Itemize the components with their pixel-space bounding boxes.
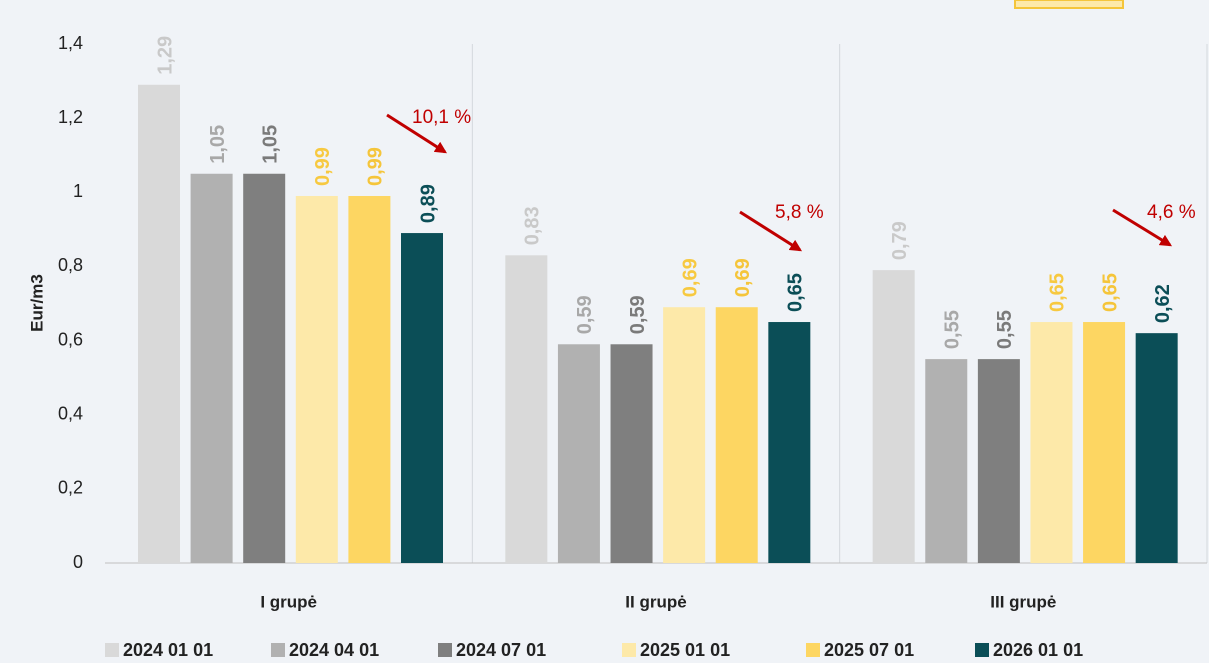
value-label: 1,05 [207, 125, 229, 164]
y-tick-label: 1,2 [58, 107, 83, 127]
bar [768, 322, 811, 563]
bar [1030, 322, 1073, 563]
value-label: 0,55 [994, 310, 1016, 349]
bar [190, 173, 233, 563]
bar [505, 255, 548, 564]
value-label: 0,65 [1047, 273, 1069, 312]
legend-swatch [105, 643, 119, 657]
bar [610, 344, 653, 563]
y-tick-label: 0 [73, 552, 83, 572]
bar [715, 307, 758, 563]
bar [557, 344, 600, 563]
bar [243, 173, 286, 563]
legend-label: 2024 04 01 [289, 640, 379, 660]
y-tick-label: 0,8 [58, 255, 83, 275]
annotation: 10,1 % [412, 107, 471, 128]
annotation-arrow [386, 113, 448, 154]
bar [1135, 333, 1178, 563]
title-highlight [1014, 0, 1124, 9]
bar [663, 307, 706, 563]
bar [348, 195, 391, 563]
bar [401, 233, 443, 564]
value-label: 0,69 [732, 258, 754, 297]
y-tick-label: 0,6 [58, 329, 83, 349]
bar [295, 195, 338, 563]
value-label: 0,65 [785, 273, 807, 312]
x-tick-label: I grupė [260, 592, 317, 611]
annotation-arrow [739, 210, 803, 252]
value-label: 0,62 [1152, 284, 1174, 323]
value-label: 0,79 [889, 221, 911, 260]
value-label: 1,29 [154, 36, 176, 75]
value-label: 0,99 [312, 147, 334, 186]
bar [872, 270, 915, 563]
bar [1083, 322, 1126, 563]
legend-label: 2024 01 01 [123, 640, 213, 660]
bar [138, 84, 180, 564]
value-label: 0,69 [679, 258, 701, 297]
value-label: 0,59 [574, 295, 596, 334]
bar [977, 359, 1020, 563]
legend-swatch [975, 643, 989, 657]
y-tick-label: 0,2 [58, 478, 83, 498]
bar [925, 359, 968, 563]
y-tick-label: 0,4 [58, 403, 83, 423]
legend-swatch [806, 643, 820, 657]
legend-swatch [271, 643, 285, 657]
value-label: 0,65 [1099, 273, 1121, 312]
x-tick-label: II grupė [625, 592, 686, 611]
legend-swatch [438, 643, 452, 657]
legend-label: 2025 07 01 [824, 640, 914, 660]
annotation-arrow [1112, 208, 1173, 247]
legend-label: 2024 07 01 [456, 640, 546, 660]
legend-label: 2026 01 01 [993, 640, 1083, 660]
value-label: 0,83 [522, 206, 544, 245]
value-label: 0,99 [365, 147, 387, 186]
legend-label: 2025 01 01 [640, 640, 730, 660]
y-tick-label: 1 [73, 181, 83, 201]
annotation: 5,8 % [775, 202, 824, 223]
value-label: 1,05 [259, 125, 281, 164]
legend-swatch [622, 643, 636, 657]
value-label: 0,89 [417, 184, 439, 223]
value-label: 0,59 [627, 295, 649, 334]
x-tick-label: III grupė [990, 592, 1056, 611]
annotation: 4,6 % [1147, 202, 1196, 223]
value-label: 0,55 [942, 310, 964, 349]
y-axis-label: Eur/m3 [27, 274, 46, 332]
y-tick-label: 1,4 [58, 33, 83, 53]
